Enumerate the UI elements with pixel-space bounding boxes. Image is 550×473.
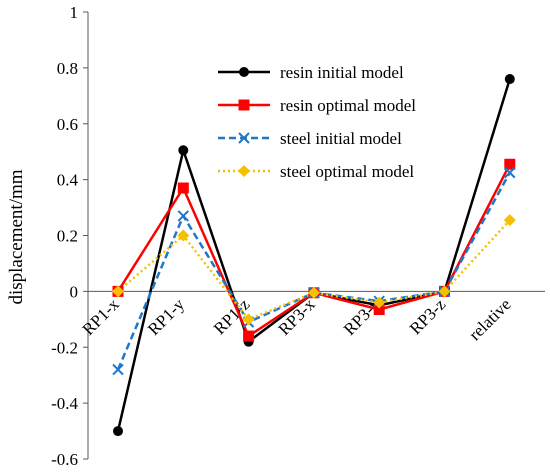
y-tick-label: 0.8: [57, 59, 78, 78]
data-point-series-4: [503, 214, 516, 227]
legend-label: steel optimal model: [280, 162, 414, 181]
legend-item: steel optimal model: [218, 162, 414, 181]
y-tick-label: -0.2: [51, 338, 78, 357]
legend-marker: [238, 165, 250, 177]
x-tick-label: relative: [465, 295, 514, 344]
y-tick-label: -0.6: [51, 450, 78, 469]
series-markers: [112, 74, 516, 437]
data-point-series-1: [504, 74, 515, 85]
legend-label: steel initial model: [280, 129, 402, 148]
y-tick-label: 0: [70, 282, 79, 301]
data-point-series-3: [112, 363, 124, 376]
data-point-series-3: [177, 210, 190, 222]
data-point-series-4: [177, 229, 190, 242]
y-tick-label: 1: [70, 3, 79, 22]
y-tick-label: 0.6: [57, 115, 78, 134]
legend-marker: [238, 132, 250, 144]
data-point-series-4: [373, 296, 386, 309]
data-point-series-4: [307, 286, 320, 299]
y-axis-label: displacement/mm: [6, 169, 27, 304]
x-tick-label: RP1-x: [79, 294, 124, 339]
y-tick-label: -0.4: [51, 394, 78, 413]
y-tick-label: 0.2: [57, 227, 78, 246]
legend-item: steel initial model: [218, 129, 402, 148]
legend-marker: [239, 67, 249, 77]
legend-item: resin initial model: [218, 63, 404, 82]
legend: resin initial model resin optimal model st…: [218, 63, 416, 181]
data-point-series-2: [243, 330, 255, 342]
data-point-series-2: [373, 304, 385, 316]
legend-label: resin initial model: [280, 63, 404, 82]
legend-marker: [238, 99, 250, 111]
y-tick-label: 0.4: [57, 171, 79, 190]
data-point-series-1: [113, 426, 123, 437]
data-point-series-4: [242, 313, 255, 326]
data-point-series-2: [177, 182, 189, 194]
data-point-series-1: [178, 145, 189, 156]
legend-label: resin optimal model: [280, 96, 416, 115]
data-point-series-4: [112, 285, 124, 298]
data-point-series-3: [504, 166, 516, 179]
data-point-series-4: [438, 285, 451, 298]
x-tick-label: RP1-y: [144, 294, 189, 339]
y-tick-labels: -0.6 -0.4 -0.2 0 0.2 0.4 0.6 0.8 1: [51, 3, 78, 469]
data-point-series-2: [504, 158, 516, 170]
legend-item: resin optimal model: [218, 96, 416, 115]
